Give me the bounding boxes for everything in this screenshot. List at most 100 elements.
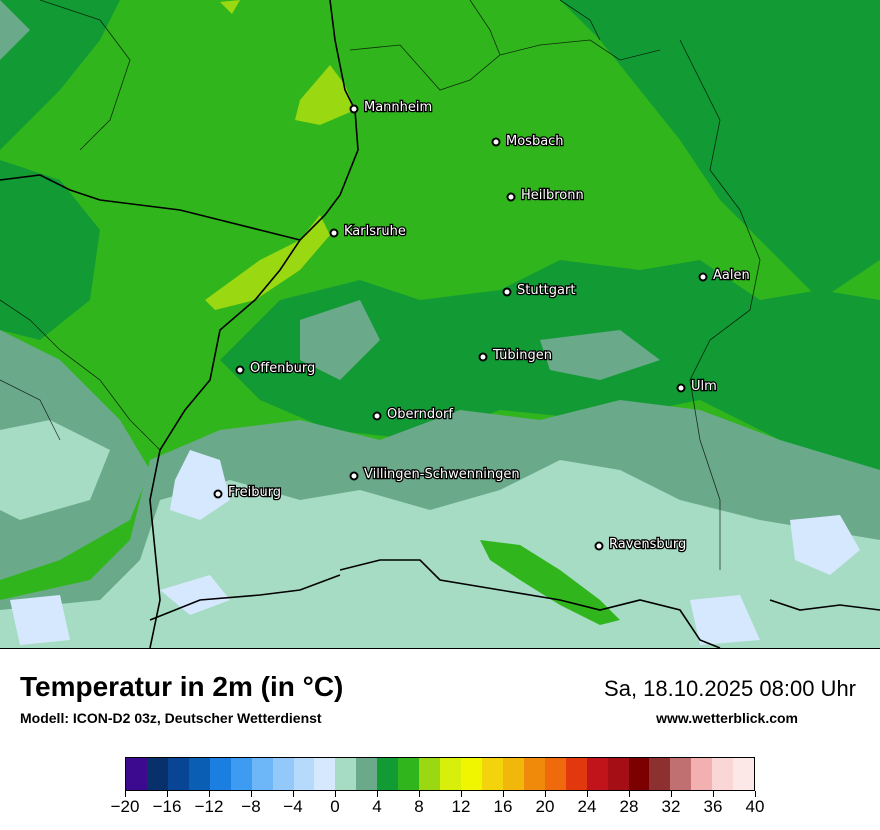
colorbar-tick-label: 12 [451,797,471,816]
colorbar-segment [670,758,692,790]
city-aalen[interactable]: Aalen [698,267,751,284]
colorbar-tick [376,791,378,797]
colorbar-segment [461,758,482,790]
city-stuttgart[interactable]: Stuttgart [502,282,577,299]
city-label: Mannheim [364,100,432,115]
colorbar-segment [314,758,336,790]
colorbar-segment [335,758,357,790]
colorbar-tick-label: −16 [152,797,182,816]
city-marker-icon [506,192,516,202]
city-marker-icon [372,411,382,421]
colorbar-tick [418,791,420,797]
colorbar-tick [292,791,294,797]
city-marker-icon [478,352,488,362]
colorbar-tick [670,791,672,797]
city-label: Karlsruhe [344,224,406,239]
colorbar-segment [440,758,461,790]
colorbar-tick-label: 4 [372,797,382,816]
colorbar-segment [251,758,273,790]
map-title: Temperatur in 2m (in °C) [20,671,344,702]
colorbar-tick-label: −20 [110,797,140,816]
colorbar-tick [124,791,126,797]
model-info: Modell: ICON-D2 03z, Deutscher Wetterdie… [20,710,322,726]
colorbar-tick [586,791,588,797]
temp-patch-warm-north [220,0,240,14]
city-heilbronn[interactable]: Heilbronn [506,187,585,204]
colorbar-segment [712,758,734,790]
city-villingen-schwenningen[interactable]: Villingen-Schwenningen [349,466,521,483]
temp-patch-warm-rhine [205,215,330,310]
map-footer: Temperatur in 2m (in °C) Modell: ICON-D2… [0,649,880,830]
colorbar-segment [586,758,608,790]
colorbar-tick [502,791,504,797]
district-borders [0,0,761,570]
website-link[interactable]: www.wetterblick.com [656,710,798,726]
temp-patch-cold-4 [10,595,70,645]
city-label: Villingen-Schwenningen [364,467,520,482]
colorbar-segment [209,758,231,790]
city-marker-icon [491,137,501,147]
colorbar-tick-label: 32 [661,797,681,816]
colorbar-tick-label: 36 [703,797,723,816]
city-marker-icon [594,541,604,551]
forecast-datetime: Sa, 18.10.2025 08:00 Uhr [604,676,856,701]
city-label: Oberndorf [387,407,453,422]
colorbar-tick-label: 40 [745,797,765,816]
temp-patch-warm-mannheim [295,65,355,125]
temp-patch-cold-5 [160,575,230,615]
city-label: Mosbach [506,134,564,149]
temp-zone-west [0,160,100,340]
city-label: Heilbronn [521,188,584,203]
city-freiburg[interactable]: Freiburg [213,484,282,501]
temp-patch-2 [540,330,660,380]
city-ravensburg[interactable]: Ravensburg [594,536,688,553]
city-ulm[interactable]: Ulm [676,378,718,395]
colorbar-tick-label: 28 [619,797,639,816]
city-offenburg[interactable]: Offenburg [235,360,317,377]
colorbar-segment [272,758,294,790]
city-marker-icon [329,228,339,238]
temp-patch-3 [0,0,30,60]
colorbar-segment [356,758,378,790]
colorbar-tick [250,791,252,797]
temperature-map: Mannheim Mosbach Heilbronn Karlsruhe Aal… [0,0,880,649]
map-canvas: Mannheim Mosbach Heilbronn Karlsruhe Aal… [0,0,880,648]
temp-patch-cold-1 [170,450,230,520]
temp-patch-4 [0,420,110,520]
temp-zone-ne [560,0,880,300]
colorbar-segment [565,758,587,790]
colorbar-segment [398,758,420,790]
temperature-colorbar [125,757,755,791]
colorbar-segment [419,758,441,790]
temp-patch-1 [300,300,380,380]
city-mannheim[interactable]: Mannheim [349,99,433,116]
city-tuebingen[interactable]: Tübingen [478,347,553,364]
colorbar-tick [334,791,336,797]
colorbar-tick [208,791,210,797]
city-karlsruhe[interactable]: Karlsruhe [329,223,407,240]
colorbar-segment [188,758,210,790]
city-marker-icon [502,287,512,297]
city-mosbach[interactable]: Mosbach [491,133,565,150]
colorbar-ticks: −20 −16 −12 −8 −4 0 4 8 12 16 20 24 28 32 36 40 [111,791,764,821]
city-label: Offenburg [250,361,315,376]
lake-constance-warm [480,540,620,625]
colorbar-segment [502,758,524,790]
city-marker-icon [676,383,686,393]
colorbar-segment [481,758,503,790]
colorbar-tick-label: 16 [493,797,513,816]
colorbar-tick [460,791,462,797]
colorbar-segment [126,758,147,790]
colorbar-tick-label: −8 [241,797,261,816]
colorbar-tick-label: −4 [283,797,303,816]
city-label: Aalen [713,268,750,283]
colorbar-tick [628,791,630,797]
colorbar-tick-label: 0 [330,797,340,816]
colorbar-segment [167,758,189,790]
city-label: Ravensburg [609,537,686,552]
temp-patch-cold-2 [790,515,860,575]
city-marker-icon [235,365,245,375]
city-label: Tübingen [492,348,552,363]
colorbar-segment [377,758,399,790]
city-oberndorf[interactable]: Oberndorf [372,406,455,423]
